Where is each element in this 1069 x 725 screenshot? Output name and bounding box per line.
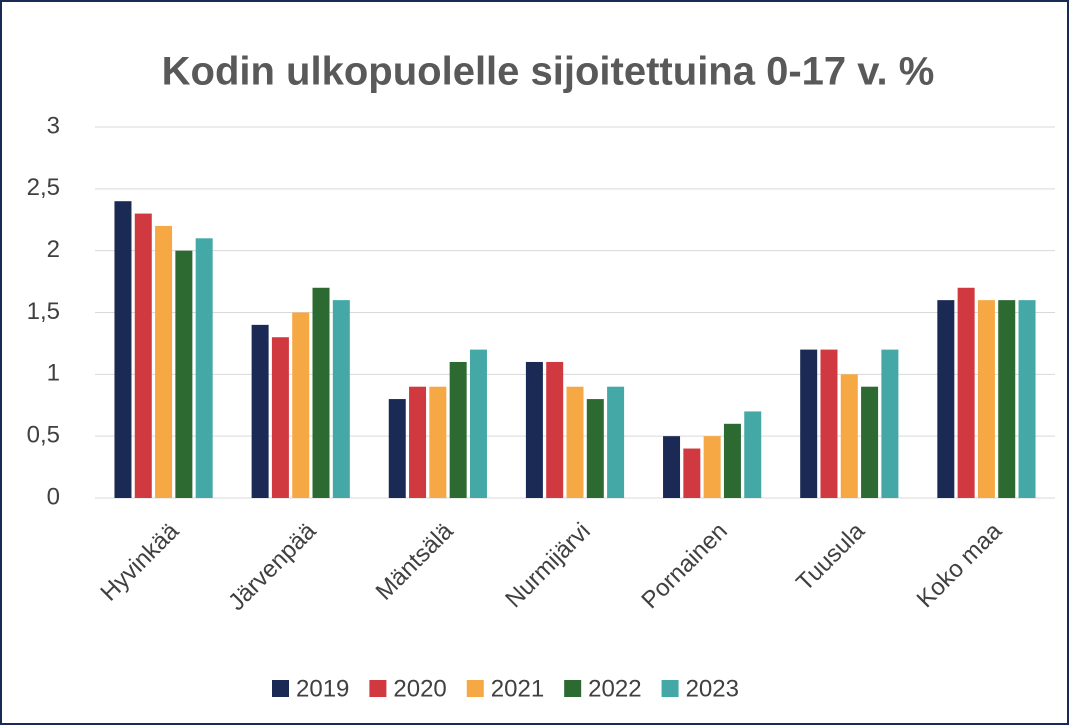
bar bbox=[566, 386, 584, 498]
legend-label: 2022 bbox=[588, 675, 641, 702]
bar bbox=[744, 411, 762, 498]
bar bbox=[800, 349, 818, 498]
bar bbox=[998, 300, 1016, 498]
legend-label: 2020 bbox=[393, 675, 446, 702]
bar bbox=[114, 201, 132, 498]
bar bbox=[820, 349, 838, 498]
bar bbox=[1018, 300, 1036, 498]
bar bbox=[155, 225, 173, 498]
bar bbox=[607, 386, 625, 498]
y-tick-label: 3 bbox=[47, 112, 60, 139]
bar bbox=[469, 349, 487, 498]
legend-swatch bbox=[661, 680, 679, 697]
bar bbox=[546, 361, 564, 498]
bar bbox=[429, 386, 447, 498]
bar bbox=[449, 361, 467, 498]
legend-swatch bbox=[466, 680, 484, 697]
bar bbox=[957, 287, 975, 498]
bar bbox=[723, 423, 741, 498]
bar bbox=[175, 250, 193, 498]
bar bbox=[271, 337, 289, 498]
legend-swatch bbox=[272, 680, 289, 697]
y-tick-label: 0 bbox=[47, 483, 60, 510]
legend-label: 2019 bbox=[296, 675, 349, 702]
bar bbox=[409, 386, 427, 498]
bar bbox=[525, 361, 543, 498]
bar bbox=[251, 324, 269, 498]
legend-label: 2021 bbox=[491, 675, 544, 702]
y-tick-label: 1 bbox=[47, 360, 60, 387]
bar bbox=[703, 436, 721, 498]
y-tick-label: 0,5 bbox=[27, 422, 60, 449]
bar bbox=[663, 436, 681, 498]
y-tick-label: 1,5 bbox=[27, 298, 60, 325]
bar bbox=[937, 300, 955, 498]
legend-label: 2023 bbox=[686, 675, 739, 702]
y-tick-label: 2,5 bbox=[27, 174, 60, 201]
bar bbox=[134, 213, 152, 499]
bar bbox=[840, 374, 858, 498]
bar bbox=[195, 238, 213, 499]
bar bbox=[332, 300, 350, 498]
y-tick-label: 2 bbox=[47, 236, 60, 263]
bar bbox=[683, 448, 701, 498]
legend-swatch bbox=[369, 680, 387, 697]
legend-swatch bbox=[564, 680, 582, 697]
chart-title: Kodin ulkopuolelle sijoitettuina 0-17 v.… bbox=[162, 50, 935, 94]
bar bbox=[881, 349, 899, 498]
bar bbox=[861, 386, 879, 498]
bar bbox=[312, 287, 330, 498]
bar bbox=[586, 399, 604, 498]
bar bbox=[388, 399, 406, 498]
bar bbox=[977, 300, 995, 498]
bar bbox=[292, 312, 310, 498]
